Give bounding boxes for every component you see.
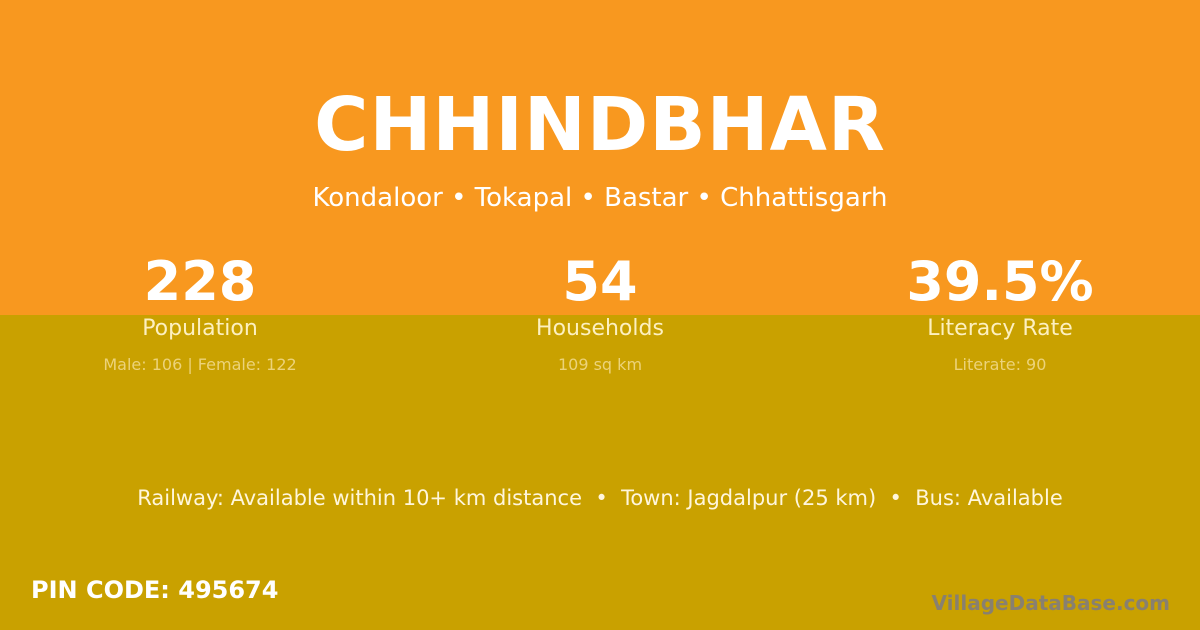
connectivity-info: Railway: Available within 10+ km distanc… bbox=[137, 486, 1063, 510]
village-name: CHHINDBHAR bbox=[314, 82, 886, 168]
stat-value: 54 bbox=[562, 250, 638, 313]
stat-detail: Male: 106 | Female: 122 bbox=[103, 355, 297, 374]
stat-label: Population bbox=[142, 316, 258, 341]
stat-detail: Literate: 90 bbox=[953, 355, 1047, 374]
stat-label: Households bbox=[536, 316, 664, 341]
stat-value: 39.5% bbox=[906, 250, 1094, 313]
stat-detail: 109 sq km bbox=[557, 355, 643, 374]
brand-logo: VillageDataBase.com bbox=[931, 591, 1170, 615]
header-band bbox=[0, 0, 1200, 315]
location-breadcrumb: Kondaloor • Tokapal • Bastar • Chhattisg… bbox=[312, 183, 888, 213]
stat-label: Literacy Rate bbox=[927, 316, 1073, 341]
lower-band bbox=[0, 315, 1200, 630]
pin-code: PIN CODE: 495674 bbox=[31, 576, 279, 604]
stat-value: 228 bbox=[143, 250, 257, 313]
